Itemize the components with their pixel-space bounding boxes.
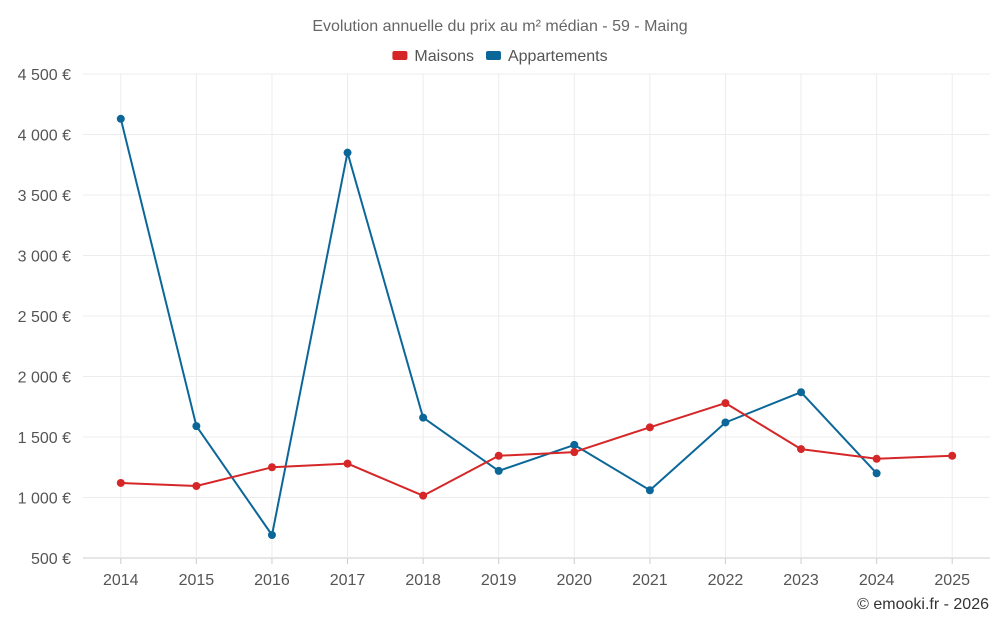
data-point-maisons[interactable] (872, 454, 881, 463)
x-tick-label: 2014 (103, 572, 139, 589)
x-tick-label: 2018 (405, 572, 441, 589)
data-point-appartements[interactable] (343, 148, 352, 157)
y-tick-label: 500 € (31, 551, 71, 568)
y-tick-label: 1 000 € (18, 491, 71, 508)
data-point-appartements[interactable] (872, 469, 881, 478)
x-tick-label: 2019 (481, 572, 517, 589)
data-point-maisons[interactable] (948, 451, 957, 460)
x-tick-label: 2021 (632, 572, 668, 589)
grid (83, 73, 990, 559)
data-point-maisons[interactable] (570, 448, 579, 457)
data-point-maisons[interactable] (419, 491, 428, 500)
data-point-appartements[interactable] (494, 466, 503, 475)
series-group (116, 114, 957, 540)
data-point-maisons[interactable] (797, 445, 806, 454)
data-point-appartements[interactable] (645, 486, 654, 495)
chart-title: Evolution annuelle du prix au m² médian … (312, 18, 687, 35)
data-point-maisons[interactable] (116, 478, 125, 487)
data-point-appartements[interactable] (570, 440, 579, 449)
x-tick-label: 2017 (330, 572, 366, 589)
data-point-appartements[interactable] (116, 114, 125, 123)
legend-swatch (392, 51, 408, 60)
legend-item-maisons[interactable]: Maisons (392, 48, 474, 65)
legend: Maisons Appartements (392, 48, 608, 65)
data-point-maisons[interactable] (343, 459, 352, 468)
x-axis: 2014 2015 2016 2017 2018 2019 2020 2021 2022 2023… (103, 558, 970, 589)
series-line-maisons (120, 402, 953, 497)
data-point-maisons[interactable] (267, 463, 276, 472)
data-point-appartements[interactable] (419, 413, 428, 422)
legend-swatch (485, 51, 501, 60)
credit-text: © emooki.fr - 2026 (857, 596, 989, 613)
data-point-appartements[interactable] (192, 422, 201, 431)
y-tick-label: 3 500 € (18, 188, 71, 205)
data-point-maisons[interactable] (494, 451, 503, 460)
legend-label: Maisons (414, 48, 474, 65)
y-tick-label: 2 000 € (18, 370, 71, 387)
y-tick-label: 3 000 € (18, 249, 71, 266)
y-tick-label: 1 500 € (18, 430, 71, 447)
x-tick-label: 2022 (708, 572, 744, 589)
legend-label: Appartements (508, 48, 608, 65)
x-tick-label: 2020 (556, 572, 592, 589)
x-tick-label: 2015 (179, 572, 215, 589)
y-tick-label: 2 500 € (18, 309, 71, 326)
data-point-maisons[interactable] (192, 482, 201, 491)
y-tick-label: 4 000 € (18, 128, 71, 145)
data-point-maisons[interactable] (645, 423, 654, 432)
data-point-appartements[interactable] (797, 388, 806, 397)
data-point-maisons[interactable] (721, 399, 730, 408)
x-tick-label: 2025 (934, 572, 970, 589)
x-tick-label: 2024 (859, 572, 895, 589)
x-tick-label: 2016 (254, 572, 290, 589)
y-axis: 500 € 1 000 € 1 500 € 2 000 € 2 500 € 3 000 €… (18, 67, 71, 568)
data-point-appartements[interactable] (721, 418, 730, 427)
legend-item-appartements[interactable]: Appartements (485, 48, 608, 65)
x-tick-label: 2023 (783, 572, 819, 589)
y-tick-label: 4 500 € (18, 67, 71, 84)
data-point-appartements[interactable] (267, 531, 276, 540)
